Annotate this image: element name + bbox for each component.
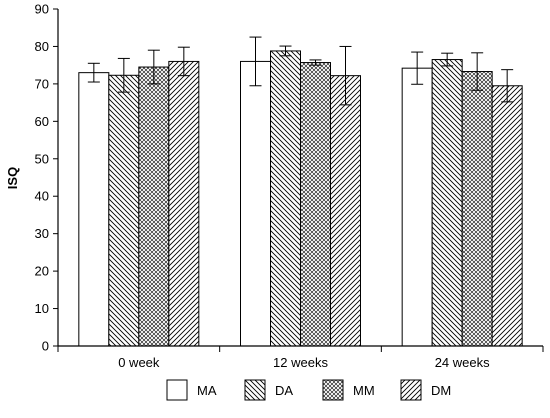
bar-dm-0: [168, 60, 200, 347]
bar-mm-1: [300, 62, 331, 347]
bar-ma-1: [240, 60, 271, 347]
bar-mm-2: [461, 71, 493, 347]
y-tick-label: 20: [35, 264, 49, 279]
bar-da-0: [108, 74, 140, 347]
y-tick-label: 90: [35, 2, 49, 17]
y-tick-label: 10: [35, 301, 49, 316]
bar-da-1: [270, 50, 301, 347]
legend-swatch-da: [244, 379, 266, 401]
y-tick-label: 80: [35, 39, 49, 54]
y-tick-label: 60: [35, 114, 49, 129]
bar-dm-1: [330, 75, 361, 347]
bar-dm-2: [491, 85, 523, 347]
bar-mm-0: [138, 66, 170, 347]
y-tick-label: 30: [35, 226, 49, 241]
plot-area: 0 10 20 30 40 50 60 70 80 90 0 week 12 weeks 24 week…: [35, 2, 544, 370]
legend-swatch-mm: [322, 379, 344, 401]
x-tick-label: 0 week: [118, 355, 160, 370]
legend-swatch-dm: [400, 379, 422, 401]
y-tick-label: 40: [35, 189, 49, 204]
y-tick-label: 50: [35, 151, 49, 166]
y-tick-label: 70: [35, 76, 49, 91]
legend-label-ma: MA: [197, 383, 217, 398]
x-tick-label: 12 weeks: [273, 355, 328, 370]
x-tick-label: 24 weeks: [435, 355, 490, 370]
bar-ma-2: [401, 67, 433, 347]
y-tick-label: 0: [42, 339, 49, 354]
legend-label-da: DA: [275, 383, 293, 398]
legend-label-dm: DM: [431, 383, 451, 398]
bar-da-2: [431, 59, 463, 347]
bar-ma-0: [78, 72, 110, 347]
legend-label-mm: MM: [353, 383, 375, 398]
legend: MA DA MM DM: [166, 379, 451, 401]
y-axis-title: ISQ: [5, 167, 20, 189]
legend-swatch-ma: [166, 379, 188, 401]
